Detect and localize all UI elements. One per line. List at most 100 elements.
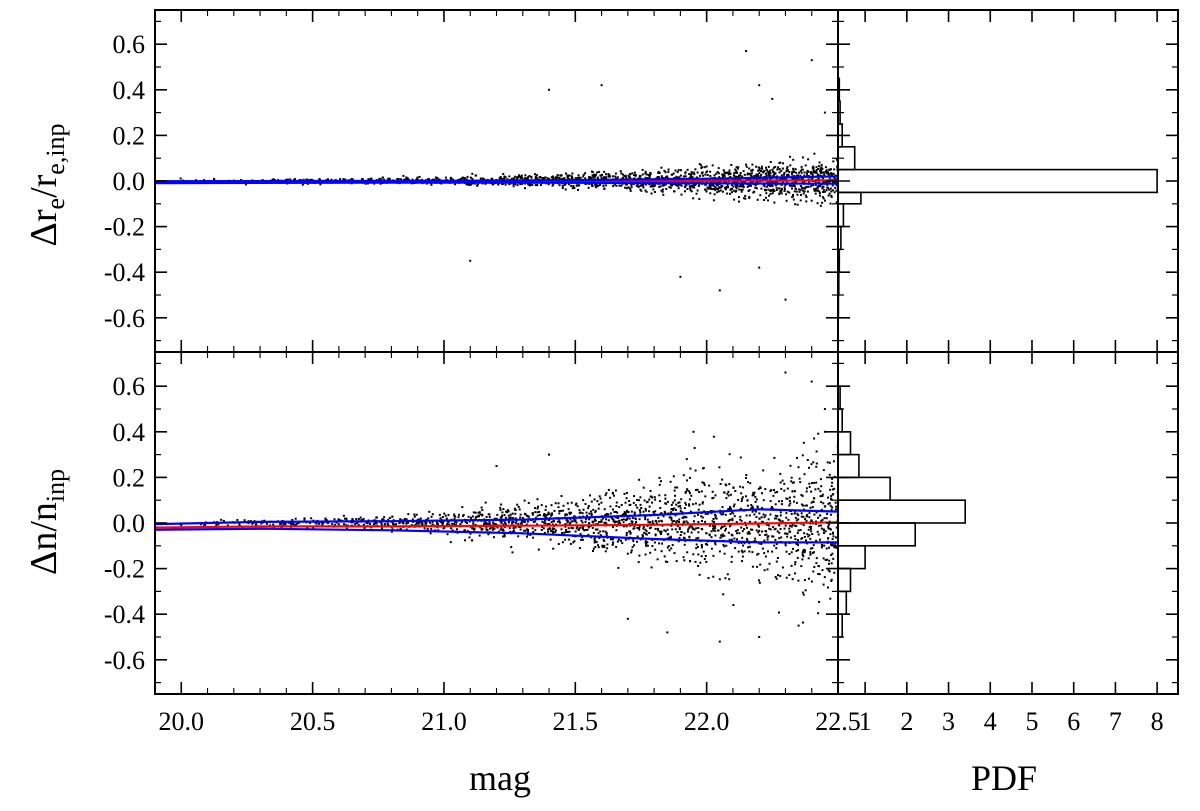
y-tick-label: -0.4 [104, 600, 145, 629]
bottom-scatter-point [430, 515, 433, 518]
top-scatter-point [765, 192, 768, 195]
top-scatter-point [827, 172, 829, 174]
top-scatter-point [731, 187, 733, 190]
bottom-scatter-point [580, 519, 583, 522]
bottom-scatter-point [802, 504, 804, 507]
bottom-scatter-point [678, 526, 681, 529]
bottom-scatter-point [701, 502, 704, 505]
bottom-scatter-point [823, 517, 826, 520]
top-scatter-point [730, 164, 733, 166]
bottom-scatter-point [584, 529, 587, 531]
bottom-scatter-point [682, 556, 685, 559]
bottom-scatter-point [554, 529, 557, 532]
bottom-scatter-point [785, 532, 788, 535]
top-scatter-point [636, 184, 639, 187]
bottom-scatter-point [701, 520, 703, 522]
bottom-scatter-point [560, 495, 563, 497]
bottom-scatter-point [318, 522, 321, 525]
bottom-scatter-point [786, 497, 789, 500]
top-scatter-point [647, 174, 650, 176]
bottom-scatter-point [473, 527, 476, 530]
top-scatter-outlier-point [600, 84, 603, 87]
bottom-scatter-point [255, 523, 257, 526]
top-scatter-point [690, 175, 693, 178]
top-scatter-point [552, 183, 555, 186]
top-scatter-point [596, 171, 599, 174]
bottom-scatter-point [808, 526, 811, 528]
bottom-scatter-point [819, 490, 822, 493]
top-scatter-point [834, 186, 837, 189]
top-scatter-point [772, 175, 775, 178]
bottom-scatter-point [827, 527, 830, 530]
bottom-scatter-point [479, 526, 482, 529]
bottom-scatter-point [633, 495, 635, 498]
bottom-scatter-point [793, 524, 796, 527]
bottom-scatter-point [604, 521, 607, 524]
bottom-scatter-point [769, 500, 772, 503]
bottom-scatter-point [740, 519, 743, 522]
bottom-scatter-point [776, 515, 779, 518]
bottom-scatter-point [781, 520, 784, 523]
bottom-scatter-point [547, 530, 550, 533]
top-scatter-point [490, 178, 493, 181]
top-scatter-point [708, 184, 711, 187]
bottom-scatter-point [743, 550, 746, 553]
bottom-scatter-point [794, 563, 797, 566]
bottom-scatter-point [598, 495, 601, 498]
top-scatter-point [733, 198, 736, 201]
top-scatter-point [824, 199, 826, 202]
bottom-scatter-point [820, 546, 823, 549]
bottom-scatter-point [351, 517, 354, 520]
top-scatter-point [788, 191, 791, 194]
top-scatter-point [815, 166, 818, 169]
bottom-scatter-point [795, 550, 798, 552]
top-scatter-point [682, 175, 685, 178]
bottom-scatter-point [729, 506, 731, 508]
top-scatter-point [763, 199, 766, 201]
bottom-scatter-point [565, 529, 568, 531]
bottom-scatter-point [758, 534, 761, 536]
top-scatter-point [735, 185, 738, 188]
bottom-scatter-point [767, 550, 769, 553]
bottom-scatter-point [773, 544, 776, 547]
bottom-scatter-point [788, 504, 791, 507]
bottom-scatter-point [688, 536, 691, 539]
bottom-scatter-point [737, 499, 740, 501]
bottom-scatter-point [660, 530, 663, 533]
bottom-scatter-point [566, 531, 569, 533]
bottom-scatter-outlier-point [784, 371, 787, 374]
bottom-scatter-point [607, 488, 610, 491]
bottom-scatter-point [180, 524, 183, 527]
bottom-scatter-point [775, 547, 778, 550]
top-scatter-point [785, 193, 788, 196]
bottom-scatter-point [542, 514, 545, 517]
top-scatter-point [795, 174, 798, 177]
bottom-scatter-point [810, 530, 813, 533]
bottom-scatter-point [473, 528, 476, 531]
top-scatter-point [467, 183, 470, 186]
top-scatter-point [520, 174, 523, 177]
top-scatter-point [801, 168, 804, 171]
bottom-scatter-point [673, 520, 676, 522]
top-scatter-point [574, 177, 577, 180]
top-scatter-point [665, 175, 668, 178]
top-scatter-point [756, 173, 759, 176]
top-scatter-outlier-point [784, 298, 787, 301]
top-scatter-point [641, 173, 644, 176]
bottom-scatter-point [644, 553, 647, 556]
top-scatter-point [835, 189, 838, 192]
bottom-scatter-point [583, 529, 586, 532]
top-scatter-point [736, 171, 738, 174]
top-scatter-point [723, 175, 726, 178]
bottom-scatter-point [605, 518, 608, 521]
bottom-scatter-point [588, 518, 591, 521]
bottom-scatter-point [697, 527, 700, 529]
bottom-scatter-point [514, 509, 517, 512]
bottom-scatter-point [455, 523, 457, 526]
bottom-scatter-point [821, 544, 824, 547]
bottom-scatter-point [521, 516, 524, 519]
bottom-scatter-point [746, 499, 749, 502]
top-scatter-point [692, 171, 695, 174]
top-scatter-point [499, 176, 502, 179]
x-tick-label-pdf: 4 [984, 707, 997, 736]
